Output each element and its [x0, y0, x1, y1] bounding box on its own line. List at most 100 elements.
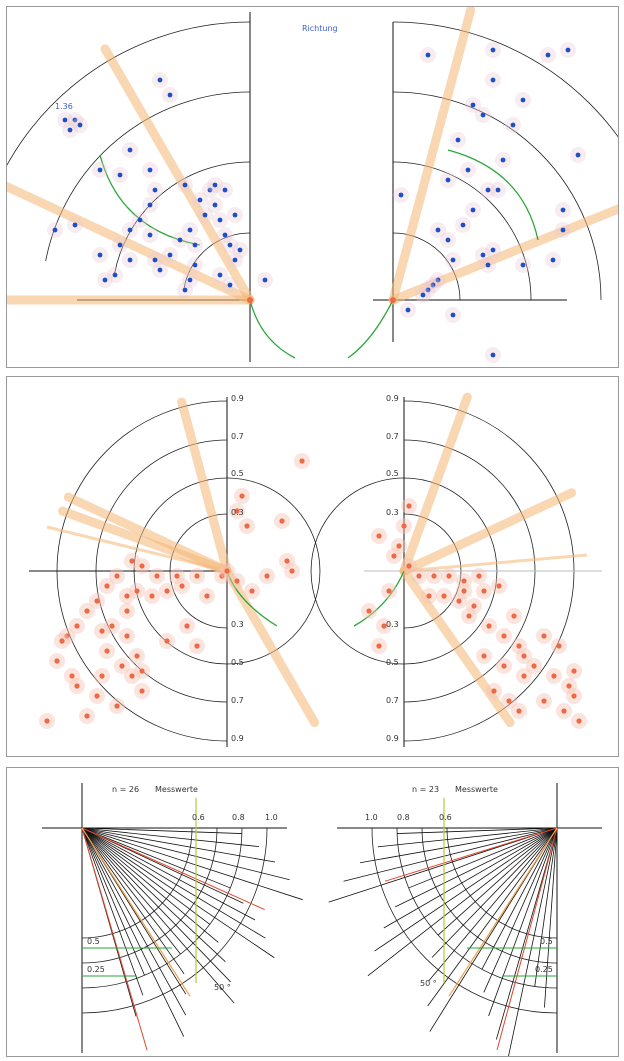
right-ray	[399, 488, 577, 576]
left-data-point	[97, 252, 103, 258]
panel-direction: Richtung 1.36	[6, 6, 619, 368]
left-range-arc	[45, 91, 251, 262]
left-data-point	[217, 217, 223, 223]
left-data-point	[192, 242, 198, 248]
right-measurement-line	[483, 827, 558, 993]
right-measurement-line	[374, 827, 558, 952]
right-marker-label: 0.25	[535, 965, 553, 974]
right-data-point	[576, 718, 582, 724]
right-green-curve	[353, 570, 405, 627]
left-measurement-line	[81, 827, 275, 959]
right-red-line-steep	[496, 827, 558, 1051]
right-measurement-line	[367, 827, 558, 977]
left-data-point	[129, 558, 135, 564]
right-data-point	[556, 643, 562, 649]
right-green-curve	[347, 299, 394, 359]
left-measurement-line	[81, 827, 290, 881]
right-data-point	[501, 663, 507, 669]
left-data-point	[237, 247, 243, 253]
left-data-point	[224, 568, 230, 574]
right-data-point	[480, 252, 486, 258]
right-data-point	[490, 77, 496, 83]
right-measurement-line	[428, 827, 558, 982]
left-data-point	[222, 187, 228, 193]
left-measurement-line	[81, 827, 185, 975]
left-measurement-line	[81, 827, 181, 955]
right-data-point	[485, 187, 491, 193]
left-data-point	[147, 232, 153, 238]
left-data-point	[69, 673, 75, 679]
left-data-point	[117, 172, 123, 178]
left-origin	[247, 297, 253, 303]
right-range-arc	[392, 161, 532, 301]
right-data-point	[406, 563, 412, 569]
left-data-point	[234, 578, 240, 584]
panel-scatter-polar: 0.9 0.9 0.7 0.7 0.5 0.5 0.3 0.3 0.3 0.3 0.5 0.5 0.7 0…	[6, 376, 619, 757]
left-data-point	[207, 187, 213, 193]
right-data-point	[490, 352, 496, 358]
left-data-point	[52, 227, 58, 233]
right-arc	[421, 827, 558, 964]
left-data-point	[134, 588, 140, 594]
right-tick-label: 0.3	[386, 620, 399, 629]
right-data-point	[416, 573, 422, 579]
right-data-point	[445, 177, 451, 183]
left-direction-ray	[7, 181, 255, 305]
left-data-point	[239, 493, 245, 499]
left-data-point	[204, 593, 210, 599]
right-ray	[399, 392, 472, 576]
left-data-point	[244, 523, 250, 529]
left-arc	[81, 827, 268, 1014]
right-data-point	[551, 673, 557, 679]
left-data-point	[234, 508, 240, 514]
left-range-arc	[114, 161, 251, 275]
left-data-point	[227, 282, 233, 288]
left-data-point	[279, 518, 285, 524]
left-measurement-line	[81, 827, 231, 983]
right-data-point	[435, 277, 441, 283]
left-data-point	[104, 648, 110, 654]
left-range-arc	[7, 21, 251, 166]
right-measurement-line	[397, 827, 558, 834]
right-data-point	[560, 227, 566, 233]
right-tick-label: 0.9	[386, 394, 399, 403]
left-marker-label: 0.5	[87, 937, 100, 946]
left-data-point	[154, 573, 160, 579]
left-data-point	[117, 242, 123, 248]
right-data-point	[545, 52, 551, 58]
left-marker-label: 0.25	[87, 965, 105, 974]
left-data-point	[217, 272, 223, 278]
left-tick-label: 0.3	[231, 620, 244, 629]
left-data-point	[139, 563, 145, 569]
right-data-point	[430, 282, 436, 288]
left-data-point	[139, 688, 145, 694]
right-angle-label: 50 °	[420, 979, 437, 988]
right-data-point	[571, 668, 577, 674]
left-data-point	[164, 588, 170, 594]
right-data-point	[510, 122, 516, 128]
left-data-point	[124, 608, 130, 614]
left-data-point	[74, 623, 80, 629]
left-data-point	[112, 272, 118, 278]
left-data-point	[99, 628, 105, 634]
left-measurement-line	[81, 827, 256, 921]
right-ray	[399, 566, 515, 728]
right-thin-ray	[403, 553, 588, 573]
right-data-point	[490, 247, 496, 253]
right-measurement-line	[534, 827, 558, 987]
right-range-arc	[392, 91, 602, 301]
right-data-point	[435, 227, 441, 233]
polar-scatter-chart: 0.9 0.9 0.7 0.7 0.5 0.5 0.3 0.3 0.3 0.3 0.5 0.5 0.7 0…	[29, 392, 602, 747]
left-data-point	[97, 167, 103, 173]
left-data-point	[124, 593, 130, 599]
right-measurement-line	[481, 827, 558, 970]
left-tick-label: 0.5	[231, 469, 244, 478]
left-data-point	[127, 227, 133, 233]
left-data-point	[147, 167, 153, 173]
left-red-line	[81, 827, 265, 911]
left-data-point	[134, 653, 140, 659]
left-tick-label: 0.7	[231, 432, 244, 441]
right-data-point	[431, 573, 437, 579]
right-data-point	[485, 262, 491, 268]
right-range-arc	[392, 21, 618, 138]
